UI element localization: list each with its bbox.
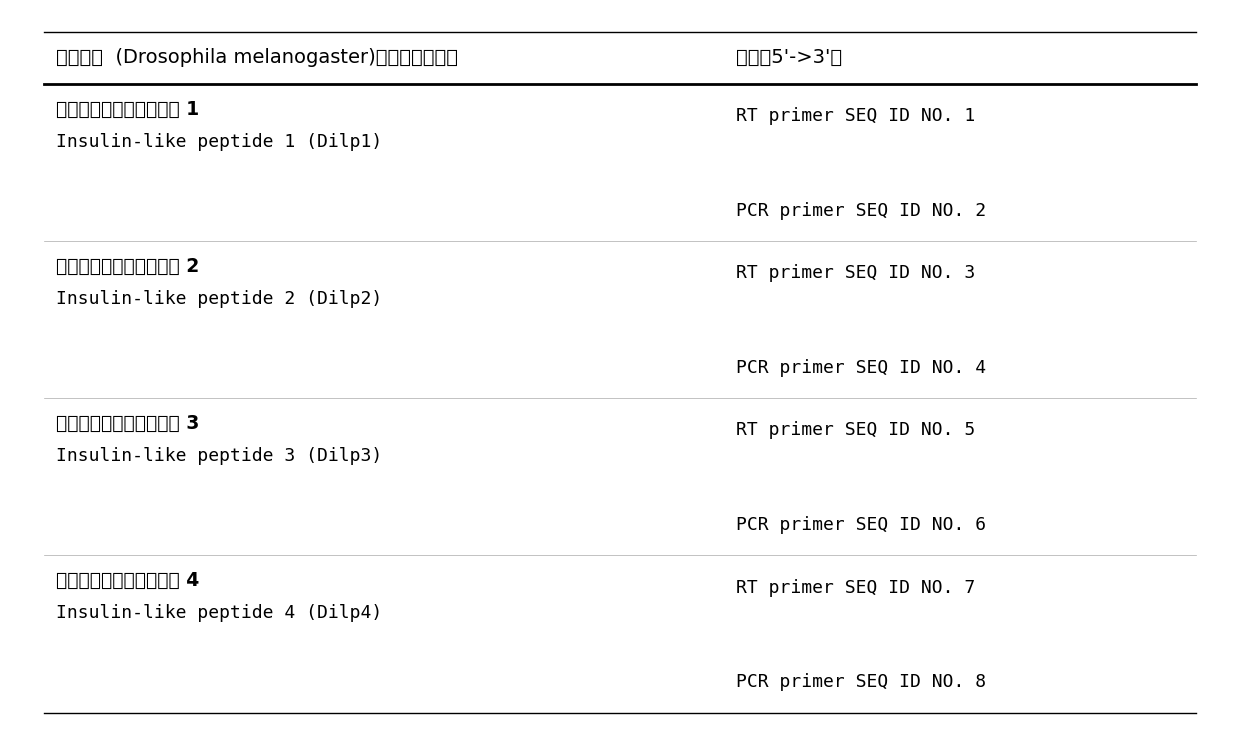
Text: RT primer SEQ ID NO. 7: RT primer SEQ ID NO. 7 (737, 578, 976, 597)
Text: RT primer SEQ ID NO. 3: RT primer SEQ ID NO. 3 (737, 264, 976, 282)
Text: 黑腹果蝇胰岛素样肽基因 2: 黑腹果蝇胰岛素样肽基因 2 (56, 257, 200, 276)
Text: PCR primer SEQ ID NO. 4: PCR primer SEQ ID NO. 4 (737, 359, 987, 377)
Text: PCR primer SEQ ID NO. 2: PCR primer SEQ ID NO. 2 (737, 202, 987, 219)
Text: Insulin-like peptide 3 (Dilp3): Insulin-like peptide 3 (Dilp3) (56, 447, 382, 465)
Text: Insulin-like peptide 4 (Dilp4): Insulin-like peptide 4 (Dilp4) (56, 605, 382, 622)
Text: RT primer SEQ ID NO. 5: RT primer SEQ ID NO. 5 (737, 421, 976, 440)
Text: 黑腹果蝇  (Drosophila melanogaster)胰岛素样肽基因: 黑腹果蝇 (Drosophila melanogaster)胰岛素样肽基因 (56, 48, 458, 67)
Text: Insulin-like peptide 1 (Dilp1): Insulin-like peptide 1 (Dilp1) (56, 133, 382, 151)
Text: 黑腹果蝇胰岛素样肽基因 3: 黑腹果蝇胰岛素样肽基因 3 (56, 414, 200, 433)
Text: 黑腹果蝇胰岛素样肽基因 1: 黑腹果蝇胰岛素样肽基因 1 (56, 100, 200, 119)
Text: PCR primer SEQ ID NO. 8: PCR primer SEQ ID NO. 8 (737, 673, 987, 691)
Text: RT primer SEQ ID NO. 1: RT primer SEQ ID NO. 1 (737, 107, 976, 125)
Text: 黑腹果蝇胰岛素样肽基因 4: 黑腹果蝇胰岛素样肽基因 4 (56, 571, 200, 590)
Text: 序列（5'->3'）: 序列（5'->3'） (737, 48, 843, 67)
Text: PCR primer SEQ ID NO. 6: PCR primer SEQ ID NO. 6 (737, 516, 987, 534)
Text: Insulin-like peptide 2 (Dilp2): Insulin-like peptide 2 (Dilp2) (56, 290, 382, 308)
